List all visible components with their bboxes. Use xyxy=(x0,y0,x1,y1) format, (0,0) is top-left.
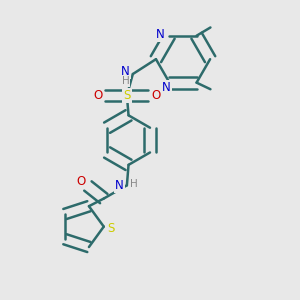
Text: H: H xyxy=(130,179,138,189)
Text: O: O xyxy=(151,89,160,102)
Text: N: N xyxy=(115,179,124,192)
Text: O: O xyxy=(94,89,103,102)
Text: N: N xyxy=(121,65,130,78)
Text: O: O xyxy=(77,175,86,188)
Text: S: S xyxy=(107,222,115,235)
Text: S: S xyxy=(123,89,130,102)
Text: N: N xyxy=(156,28,165,40)
Text: N: N xyxy=(162,81,171,94)
Text: H: H xyxy=(122,76,129,86)
